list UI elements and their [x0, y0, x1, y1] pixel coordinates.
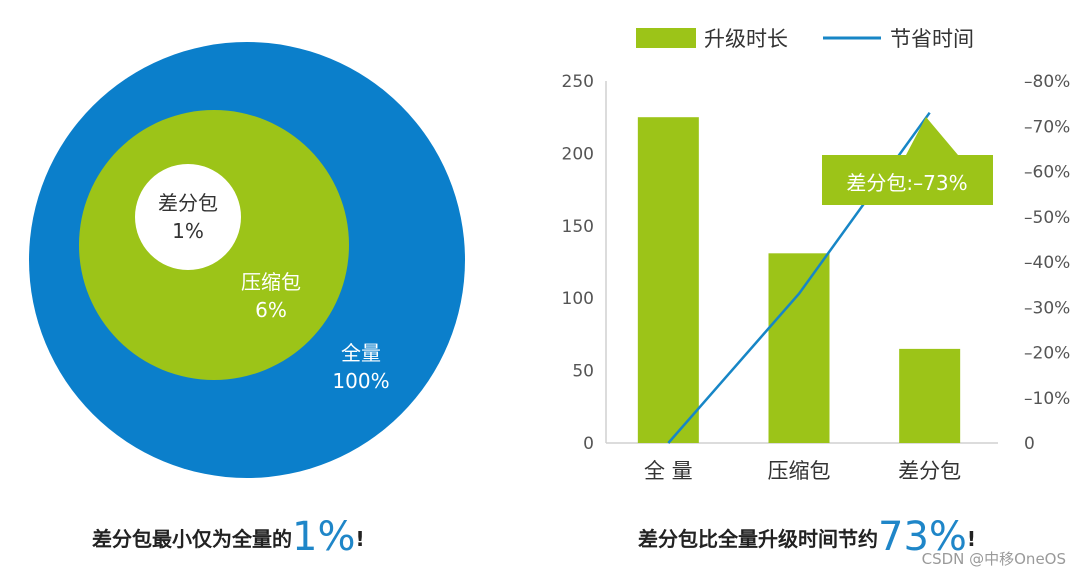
y-tick-label-left: 150: [562, 217, 594, 237]
x-tick-label: 全 量: [644, 459, 693, 483]
y-tick-label-right: –30%: [1024, 298, 1070, 318]
callout-text: 差分包:–73%: [846, 171, 967, 195]
y-tick-label-right: –40%: [1024, 253, 1070, 273]
caption-left-end: !: [355, 527, 365, 551]
label-compressed-name: 压缩包: [241, 270, 301, 294]
y-tick-label-right: –80%: [1024, 72, 1070, 92]
y-tick-label-left: 200: [562, 144, 594, 164]
y-tick-label-left: 100: [562, 289, 594, 309]
y-tick-label-right: –10%: [1024, 389, 1070, 409]
y-tick-label-right: 0: [1024, 434, 1035, 454]
y-tick-label-left: 250: [562, 72, 594, 92]
combo-bar-line-chart: 升级时长 节省时间 0 50 100 150 200 250 0 –10% –20% –30% –4…: [562, 27, 1071, 483]
caption-right: 差分包比全量升级时间节约73%!: [638, 514, 976, 570]
bars: [637, 117, 961, 443]
annotation-callout: 差分包:–73%: [822, 117, 993, 205]
label-full-name: 全量: [341, 341, 381, 365]
legend-label-line: 节省时间: [890, 27, 974, 51]
legend: 升级时长 节省时间: [636, 27, 974, 51]
watermark: CSDN @中移OneOS: [921, 550, 1066, 568]
bar-2: [899, 348, 961, 443]
circle-differential: [135, 164, 241, 270]
label-full-percent: 100%: [332, 369, 389, 393]
y-tick-label-right: –50%: [1024, 208, 1070, 228]
y-tick-label-right: –20%: [1024, 344, 1070, 364]
y-tick-label-left: 0: [583, 434, 594, 454]
bar-1: [768, 253, 830, 443]
y-tick-label-left: 50: [572, 362, 594, 382]
y-tick-label-right: –60%: [1024, 163, 1070, 183]
label-diff-name: 差分包: [158, 191, 218, 215]
caption-right-highlight: 73%: [878, 514, 967, 560]
x-tick-label: 压缩包: [768, 459, 831, 483]
caption-right-text: 差分包比全量升级时间节约: [638, 527, 878, 551]
caption-left-highlight: 1%: [292, 514, 356, 560]
caption-left: 差分包最小仅为全量的1%!: [92, 514, 365, 570]
label-compressed-percent: 6%: [255, 298, 287, 322]
caption-right-end: !: [966, 527, 977, 551]
legend-label-bar: 升级时长: [704, 27, 788, 51]
nested-circle-chart: 全量 100% 压缩包 6% 差分包 1%: [29, 42, 465, 478]
axes: 0 50 100 150 200 250 0 –10% –20% –30% –40% –50% –60%…: [562, 72, 1071, 483]
callout-box: [822, 117, 993, 205]
x-tick-label: 差分包: [898, 459, 961, 483]
caption-left-text: 差分包最小仅为全量的: [92, 527, 292, 551]
label-diff-percent: 1%: [172, 219, 204, 243]
legend-swatch-bar: [636, 28, 696, 48]
y-tick-label-right: –70%: [1024, 117, 1070, 137]
bar-0: [637, 117, 699, 443]
